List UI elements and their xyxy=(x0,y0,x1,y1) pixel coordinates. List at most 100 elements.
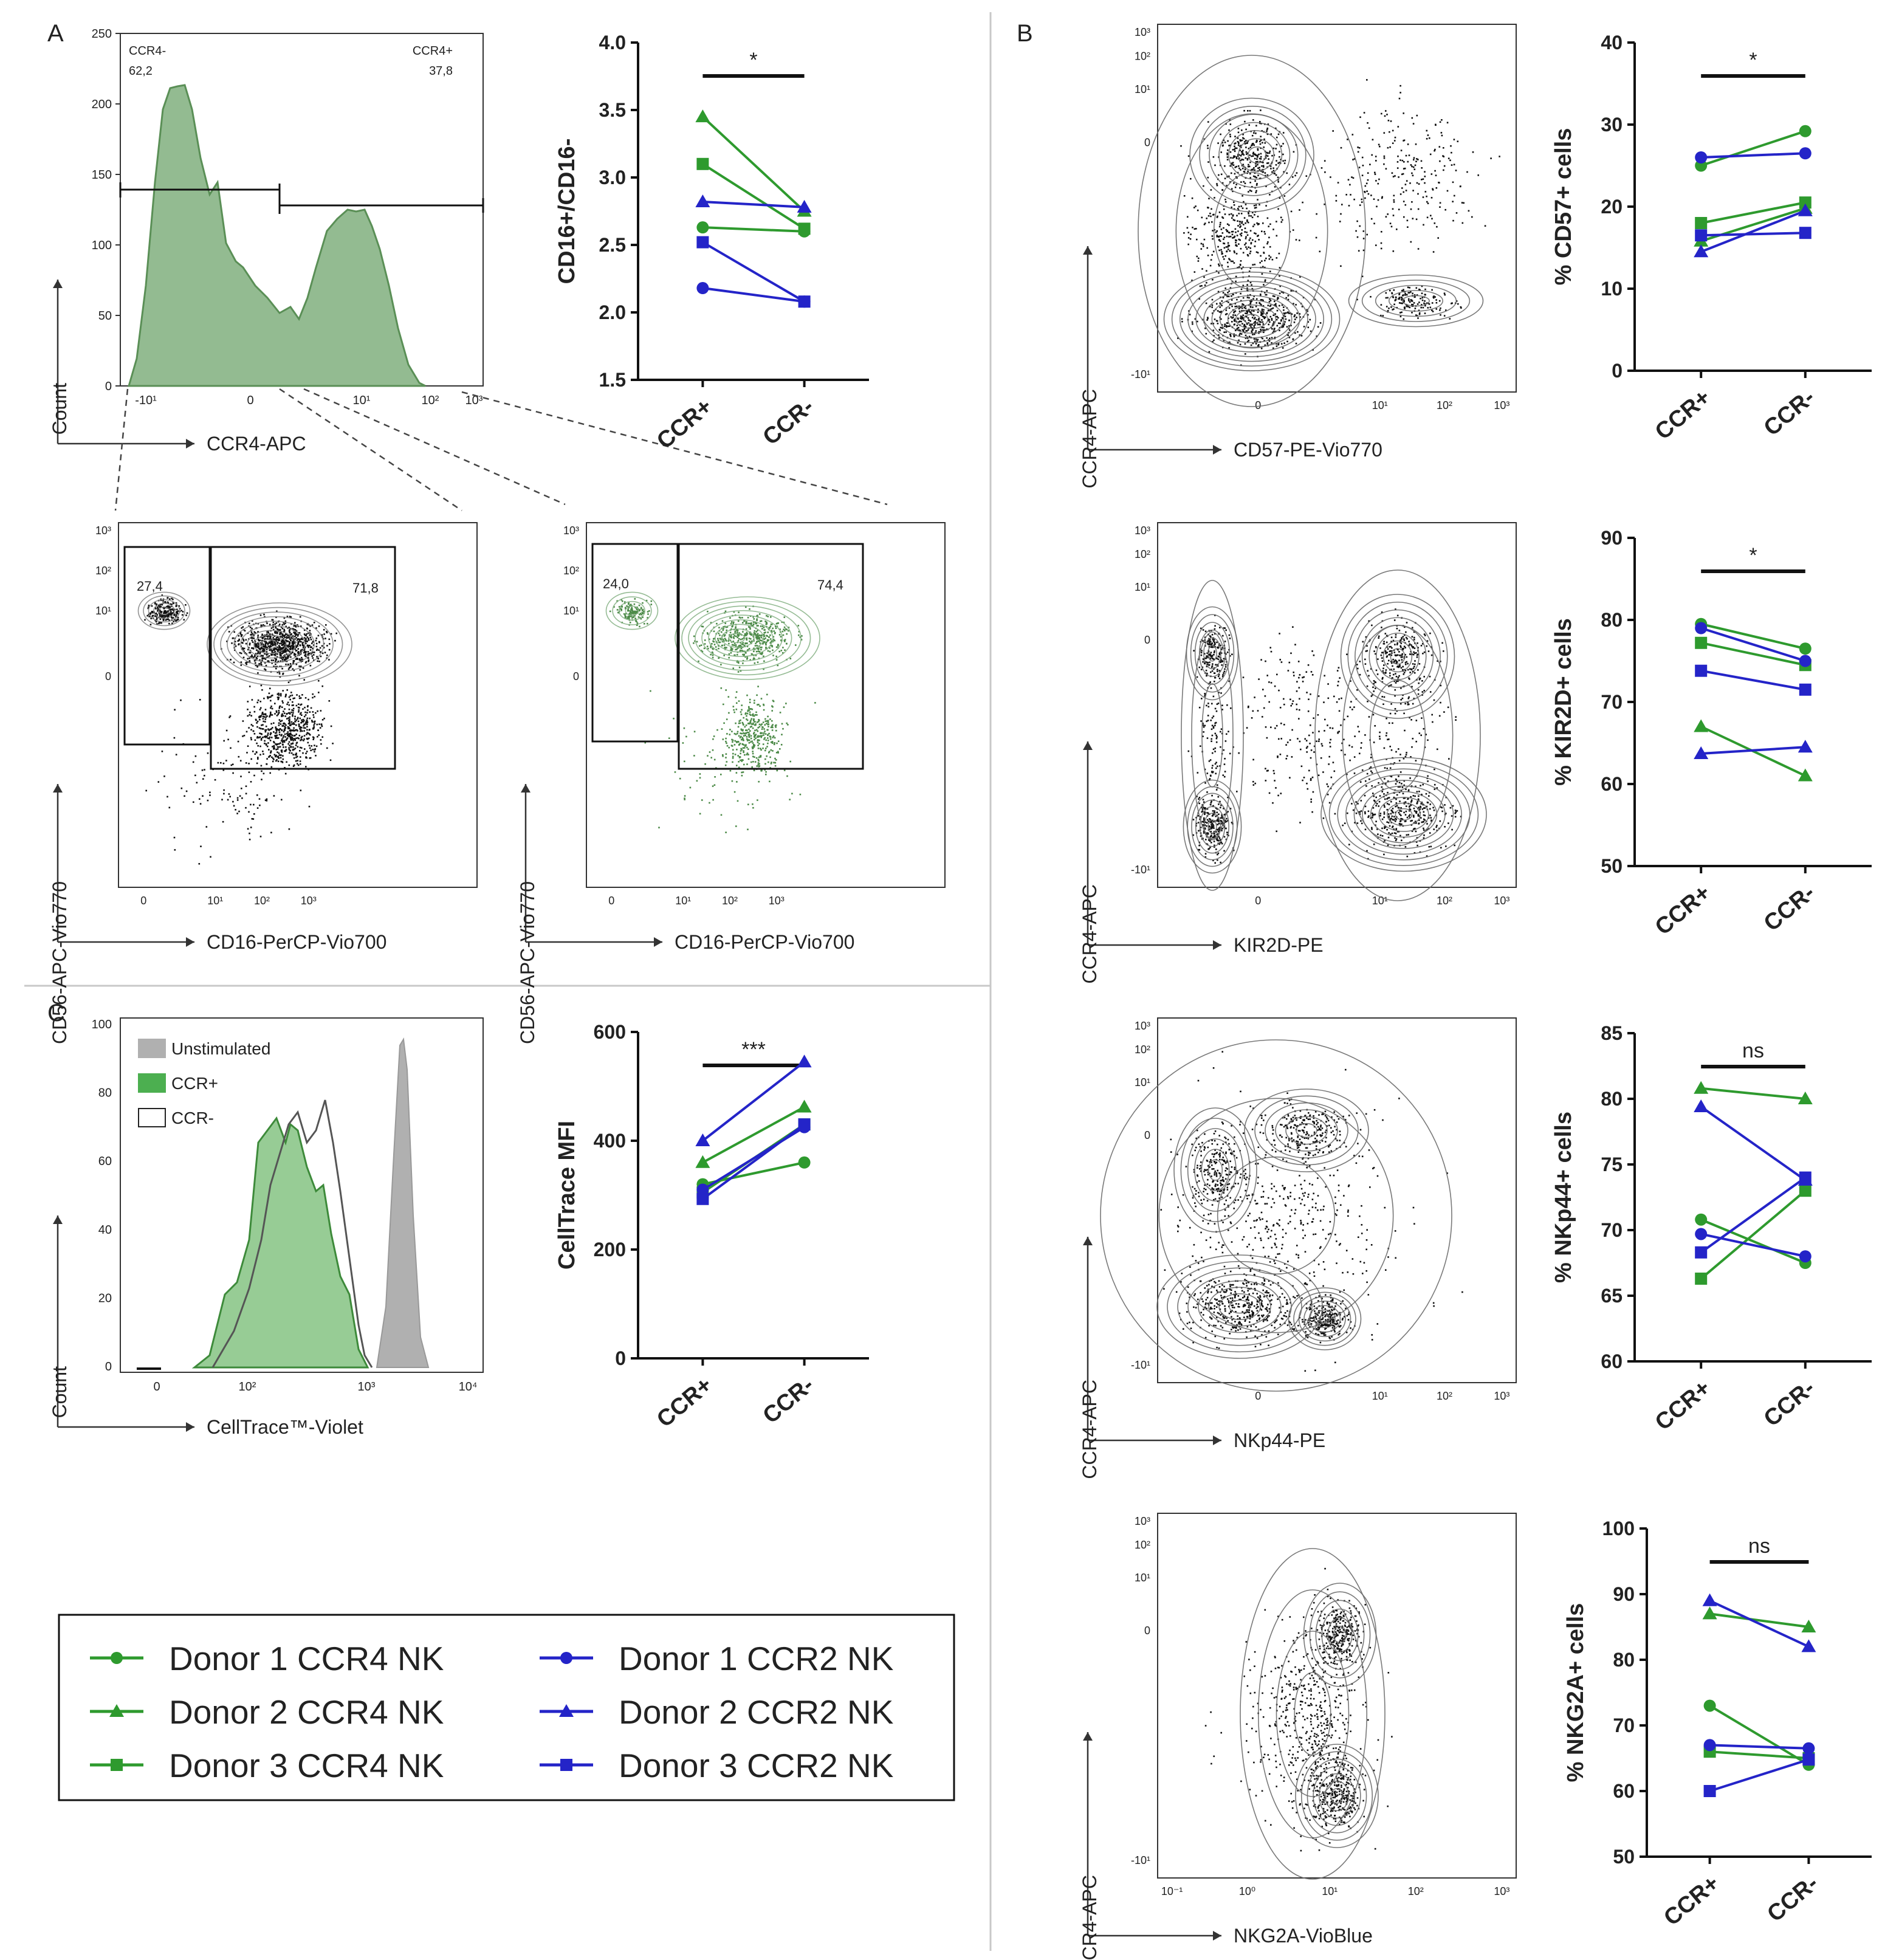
event-dot xyxy=(723,640,725,642)
event-dot xyxy=(756,714,758,716)
event-dot xyxy=(1227,325,1229,328)
event-dot xyxy=(754,735,755,737)
event-dot xyxy=(1259,302,1261,304)
event-dot xyxy=(168,605,170,607)
event-dot xyxy=(301,643,304,645)
event-dot xyxy=(786,642,788,645)
event-dot xyxy=(1246,330,1248,332)
event-dot xyxy=(1210,208,1212,210)
event-dot xyxy=(1380,242,1382,244)
event-dot xyxy=(1235,241,1237,244)
event-dot xyxy=(1251,190,1252,192)
event-dot xyxy=(277,737,280,739)
event-dot xyxy=(1218,174,1220,176)
event-dot xyxy=(1232,164,1235,166)
event-dot xyxy=(261,712,264,714)
event-dot xyxy=(1234,136,1236,137)
event-dot xyxy=(281,667,283,670)
event-dot xyxy=(1282,347,1284,349)
event-dot xyxy=(1225,325,1228,327)
event-dot xyxy=(177,619,179,621)
event-dot xyxy=(770,644,772,647)
event-dot xyxy=(1258,344,1260,346)
event-dot xyxy=(636,610,639,613)
event-dot xyxy=(1432,188,1434,190)
event-dot xyxy=(1277,162,1279,164)
event-dot xyxy=(297,651,300,653)
event-dot xyxy=(318,660,320,662)
event-dot xyxy=(272,639,275,641)
event-dot xyxy=(1381,196,1383,198)
event-dot xyxy=(1427,202,1429,204)
event-dot xyxy=(767,715,769,718)
event-dot xyxy=(1236,305,1238,308)
event-dot xyxy=(1255,305,1257,308)
y-axis-label: CD56-APC-Vio770 xyxy=(49,881,70,1044)
event-dot xyxy=(1279,162,1280,163)
event-dot xyxy=(323,633,325,635)
event-dot xyxy=(261,724,263,726)
event-dot xyxy=(751,653,753,655)
event-dot xyxy=(250,634,252,636)
event-dot xyxy=(647,622,648,625)
event-dot xyxy=(297,746,299,748)
event-dot xyxy=(316,723,318,726)
event-dot xyxy=(775,726,777,728)
event-dot xyxy=(249,660,250,662)
event-dot xyxy=(781,734,783,735)
event-dot xyxy=(674,771,676,773)
event-dot xyxy=(261,658,263,660)
event-dot xyxy=(1237,207,1239,210)
event-dot xyxy=(171,608,174,610)
event-dot xyxy=(253,803,255,806)
event-dot xyxy=(733,621,735,624)
event-dot xyxy=(739,722,741,724)
event-dot xyxy=(1307,326,1310,328)
event-dot xyxy=(772,735,775,737)
event-dot xyxy=(1401,299,1403,301)
event-dot xyxy=(747,754,749,755)
event-dot xyxy=(1357,151,1359,153)
event-dot xyxy=(743,750,744,752)
event-dot xyxy=(276,672,278,673)
gate-percentage: 74,4 xyxy=(817,577,843,593)
event-dot xyxy=(272,644,274,646)
event-dot xyxy=(292,743,294,744)
event-dot xyxy=(251,818,253,820)
event-dot xyxy=(310,749,312,751)
event-dot xyxy=(264,650,266,652)
event-dot xyxy=(754,736,755,738)
event-dot xyxy=(261,647,264,649)
event-dot xyxy=(308,737,310,740)
event-dot xyxy=(1214,642,1216,644)
event-dot xyxy=(758,719,760,721)
event-dot xyxy=(275,661,276,662)
event-dot xyxy=(753,650,755,653)
event-dot xyxy=(309,652,311,655)
event-dot xyxy=(1261,260,1263,262)
event-dot xyxy=(292,710,294,712)
event-dot xyxy=(167,597,168,599)
event-dot xyxy=(1307,314,1309,316)
event-dot xyxy=(728,642,730,645)
event-dot xyxy=(1242,317,1245,319)
x-tick-label: 10¹ xyxy=(207,895,223,907)
event-dot xyxy=(648,610,650,612)
event-dot xyxy=(144,619,146,621)
event-dot xyxy=(1407,226,1409,228)
event-dot xyxy=(737,640,740,642)
event-dot xyxy=(1353,158,1356,160)
x-tick-label: 10¹ xyxy=(353,394,371,407)
event-dot xyxy=(287,650,289,652)
event-dot xyxy=(1255,338,1257,340)
event-dot xyxy=(1246,234,1249,236)
event-dot xyxy=(270,707,272,709)
event-dot xyxy=(752,806,754,809)
event-dot xyxy=(766,693,768,696)
event-dot xyxy=(1439,202,1441,204)
event-dot xyxy=(721,620,724,622)
event-dot xyxy=(775,655,777,658)
event-dot xyxy=(316,656,318,658)
event-dot xyxy=(314,748,317,750)
event-dot xyxy=(313,659,315,661)
